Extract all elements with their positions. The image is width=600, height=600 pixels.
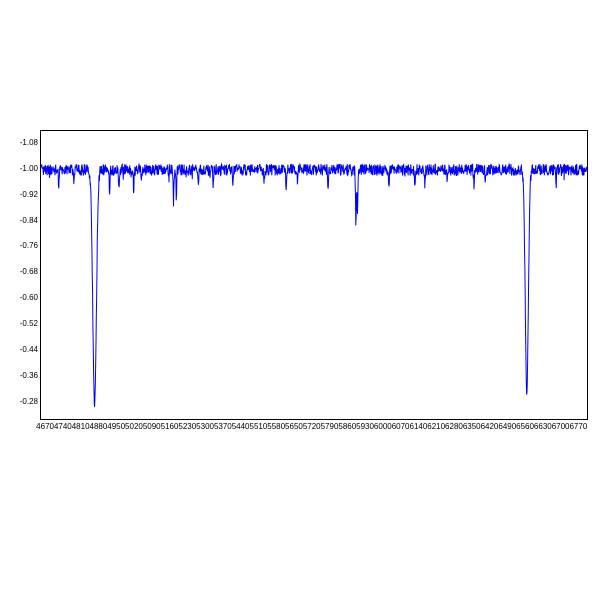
x-tick-label: 5790 — [321, 423, 339, 431]
x-tick-label: 5860 — [338, 423, 356, 431]
y-tick-label: -0.68 — [10, 268, 38, 276]
x-tick-label: 6700 — [552, 423, 570, 431]
x-tick-label: 6490 — [498, 423, 516, 431]
plot-area — [40, 130, 588, 420]
y-tick-label: -0.36 — [10, 372, 38, 380]
x-tick-label: 5230 — [178, 423, 196, 431]
x-tick-label: 4810 — [72, 423, 90, 431]
x-tick-label: 4670 — [36, 423, 54, 431]
y-tick-label: -1.08 — [10, 139, 38, 147]
spectrum-chart: -0.28 -0.36 -0.44 -0.52 -0.60 -0.68 -0.76 -0.84… — [10, 130, 590, 440]
x-tick-label: 5650 — [285, 423, 303, 431]
x-tick-label: 5160 — [161, 423, 179, 431]
x-tick-label: 6070 — [392, 423, 410, 431]
y-tick-label: -0.84 — [10, 217, 38, 225]
x-tick-label: 5510 — [249, 423, 267, 431]
x-tick-label: 4950 — [107, 423, 125, 431]
x-tick-label: 6350 — [463, 423, 481, 431]
x-tick-label: 6280 — [445, 423, 463, 431]
x-tick-label: 5090 — [143, 423, 161, 431]
x-tick-label: 6000 — [374, 423, 392, 431]
y-tick-label: -0.44 — [10, 346, 38, 354]
y-tick-label: -0.76 — [10, 242, 38, 250]
y-tick-label: -0.28 — [10, 398, 38, 406]
x-tick-label: 5440 — [232, 423, 250, 431]
x-tick-label: 6630 — [534, 423, 552, 431]
x-tick-label: 5300 — [196, 423, 214, 431]
x-tick-label: 6420 — [481, 423, 499, 431]
x-tick-label: 6770 — [569, 423, 587, 431]
x-tick-label: 5580 — [267, 423, 285, 431]
spectrum-line — [41, 131, 587, 419]
x-tick-label: 5370 — [214, 423, 232, 431]
x-tick-label: 4880 — [90, 423, 108, 431]
x-tick-label: 5020 — [125, 423, 143, 431]
x-tick-label: 6560 — [516, 423, 534, 431]
y-tick-label: -1.00 — [10, 165, 38, 173]
y-tick-label: -0.92 — [10, 191, 38, 199]
x-tick-label: 4740 — [54, 423, 72, 431]
x-tick-label: 5930 — [356, 423, 374, 431]
y-tick-label: -0.60 — [10, 294, 38, 302]
y-tick-label: -0.52 — [10, 320, 38, 328]
x-tick-label: 6210 — [427, 423, 445, 431]
x-tick-label: 5720 — [303, 423, 321, 431]
x-tick-label: 6140 — [409, 423, 427, 431]
